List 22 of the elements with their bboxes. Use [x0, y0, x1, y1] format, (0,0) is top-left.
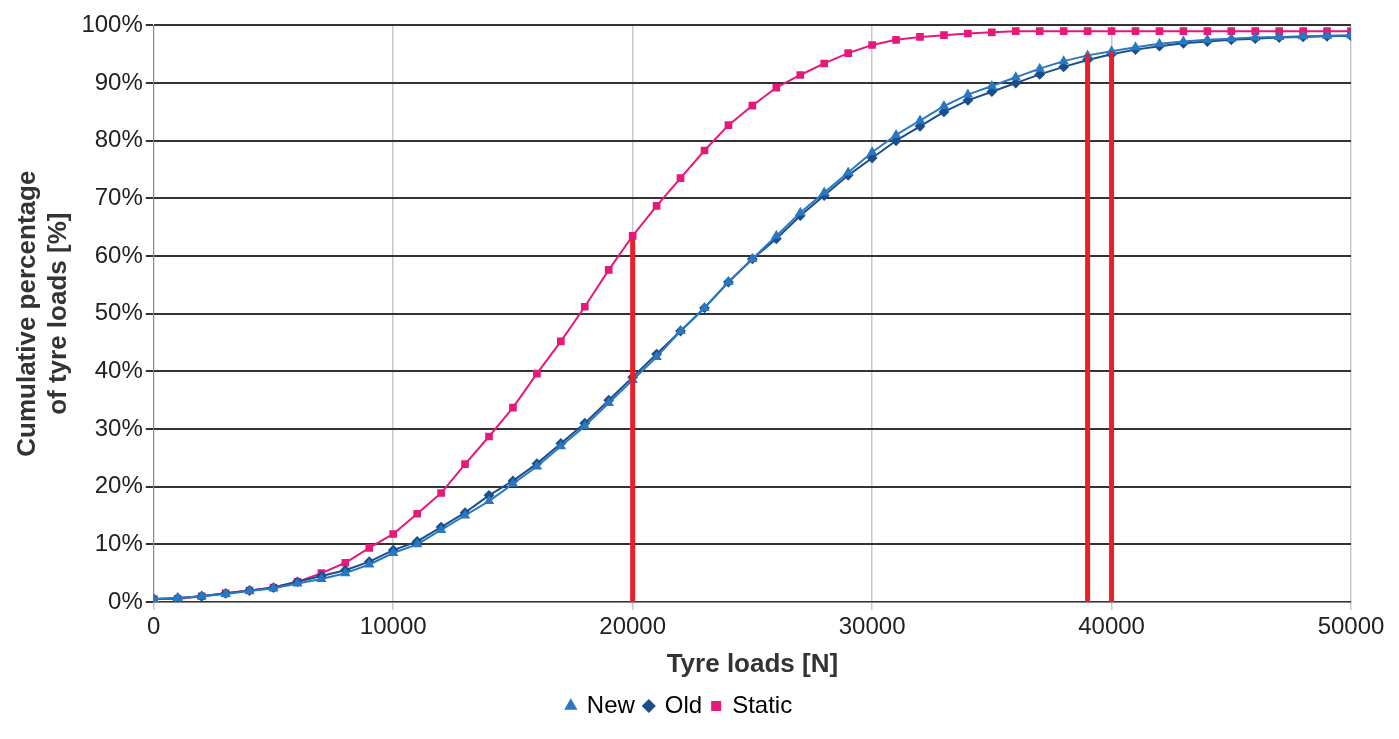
y-tick-label: 40%	[94, 355, 143, 383]
x-tick-label: 50000	[1317, 612, 1385, 640]
y-tick-label: 90%	[94, 67, 143, 95]
y-tick-label: 70%	[94, 183, 143, 211]
y-tick-label: 100%	[81, 10, 143, 38]
legend-label: New	[586, 690, 636, 718]
x-axis-title: Tyre loads [N]	[666, 647, 839, 678]
y-tick-label: 20%	[94, 471, 143, 499]
x-tick-label: 10000	[359, 612, 427, 640]
x-tick-label: 0	[147, 612, 161, 640]
y-tick-label: 60%	[94, 240, 143, 268]
y-tick-label: 80%	[94, 125, 143, 153]
y-axis-title: Cumulative percentage of tyre loads [%]	[10, 170, 72, 457]
x-tick-label: 30000	[838, 612, 906, 640]
x-tick-label: 40000	[1078, 612, 1145, 640]
y-tick-label: 0%	[108, 586, 143, 614]
x-tick-label: 20000	[599, 612, 667, 640]
y-tick-label: 10%	[94, 528, 143, 556]
legend-label: Static	[732, 690, 793, 718]
legend-label: Old	[664, 690, 703, 718]
y-tick-label: 30%	[94, 413, 143, 441]
y-tick-label: 50%	[94, 298, 143, 326]
